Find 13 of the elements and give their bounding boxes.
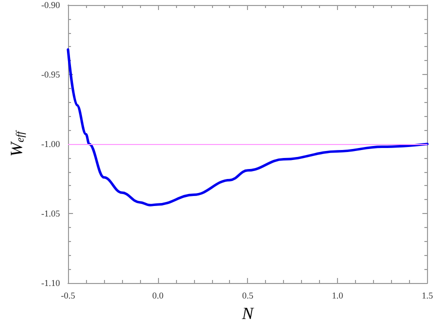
y-tick-label: -1.00 bbox=[41, 139, 60, 149]
y-tick-label: -0.95 bbox=[41, 70, 60, 80]
x-tick-label: 1.0 bbox=[332, 290, 344, 300]
x-tick-label: 0.0 bbox=[152, 290, 164, 300]
y-tick-label: -0.90 bbox=[41, 0, 60, 10]
y-tick-label: -1.05 bbox=[41, 208, 60, 218]
y-tick-label: -1.10 bbox=[41, 278, 60, 288]
y-axis-title: Weff bbox=[7, 129, 26, 157]
x-tick-label: -0.5 bbox=[60, 290, 76, 300]
x-tick-label: 1.5 bbox=[422, 290, 434, 300]
x-axis-title: N bbox=[241, 304, 256, 323]
x-tick-label: 0.5 bbox=[242, 290, 254, 300]
line-series bbox=[66, 48, 429, 206]
